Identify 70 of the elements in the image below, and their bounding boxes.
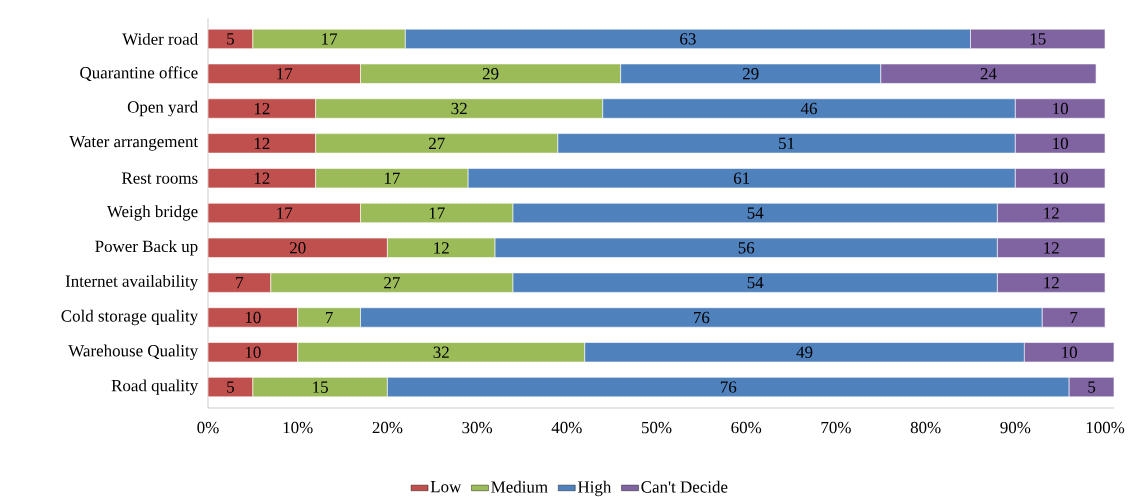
data-label: 17: [384, 172, 400, 184]
data-label: 24: [980, 68, 997, 80]
data-label: 17: [322, 33, 338, 45]
data-label: 7: [1070, 311, 1078, 323]
data-label: 10: [1062, 346, 1077, 358]
y-tick-label: Open yard: [127, 100, 198, 117]
data-label: 54: [747, 276, 764, 289]
x-tick-label: 30%: [462, 421, 493, 434]
data-label: 29: [743, 68, 759, 80]
data-label: 27: [429, 137, 445, 149]
data-label: 7: [236, 277, 244, 289]
data-label: 32: [451, 102, 467, 115]
y-tick-label: Weigh bridge: [106, 205, 198, 221]
legend-label: Low: [430, 481, 462, 493]
x-tick-label: 10%: [283, 421, 313, 434]
y-tick-label: Warehouse Quality: [68, 344, 199, 360]
data-label: 7: [325, 311, 333, 323]
x-tick-label: 20%: [372, 421, 403, 434]
data-label: 12: [1044, 242, 1059, 254]
legend-label: Medium: [491, 480, 548, 493]
data-label: 17: [277, 68, 293, 80]
y-tick-label: Water arrangement: [69, 135, 199, 151]
y-tick-label: Cold storage quality: [61, 309, 199, 326]
y-tick-label: Road quality: [111, 379, 199, 395]
x-tick-label: 80%: [910, 421, 941, 434]
data-label: 49: [796, 346, 813, 358]
data-label: 15: [313, 381, 328, 393]
data-label: 10: [245, 311, 261, 324]
data-label: 17: [429, 207, 445, 219]
data-label: 29: [482, 68, 499, 80]
x-tick-label: 50%: [641, 421, 672, 434]
x-tick-label: 100%: [1086, 421, 1125, 434]
data-label: 56: [738, 242, 755, 254]
y-tick-label: Wider road: [122, 32, 198, 45]
data-label: 27: [384, 277, 400, 289]
data-label: 17: [277, 207, 293, 219]
y-tick-label: Power Back up: [95, 240, 198, 256]
data-label: 10: [1053, 102, 1069, 115]
data-label: 15: [1030, 33, 1046, 45]
data-label: 12: [254, 102, 270, 115]
data-label: 63: [680, 33, 696, 45]
data-label: 32: [433, 346, 449, 358]
data-label: 10: [1053, 137, 1069, 150]
data-label: 76: [694, 311, 710, 324]
data-label: 20: [290, 242, 306, 254]
data-label: 54: [747, 207, 764, 219]
x-tick-label: 40%: [551, 421, 582, 434]
data-label: 76: [720, 381, 737, 393]
y-tick-label: Internet availability: [65, 274, 199, 291]
y-tick-label: Quarantine office: [80, 66, 198, 82]
data-label: 5: [227, 381, 235, 393]
x-tick-label: 0%: [197, 421, 219, 434]
data-label: 5: [1088, 381, 1096, 393]
data-label: 46: [800, 102, 817, 115]
legend-label: Can't Decide: [641, 480, 728, 493]
data-label: 12: [254, 172, 270, 184]
data-label: 12: [1044, 207, 1059, 219]
data-label: 10: [1053, 172, 1069, 184]
data-label: 51: [779, 137, 795, 150]
data-label: 12: [254, 137, 270, 149]
data-label: 5: [227, 33, 235, 45]
legend-label: High: [577, 480, 612, 497]
data-label: 61: [734, 172, 750, 184]
x-tick-label: 60%: [731, 421, 762, 434]
x-tick-label: 70%: [821, 421, 851, 434]
y-tick-label: Rest rooms: [121, 172, 198, 184]
data-label: 12: [1044, 277, 1059, 289]
data-label: 12: [434, 242, 449, 254]
x-tick-label: 90%: [1000, 421, 1031, 434]
data-label: 10: [245, 346, 261, 358]
